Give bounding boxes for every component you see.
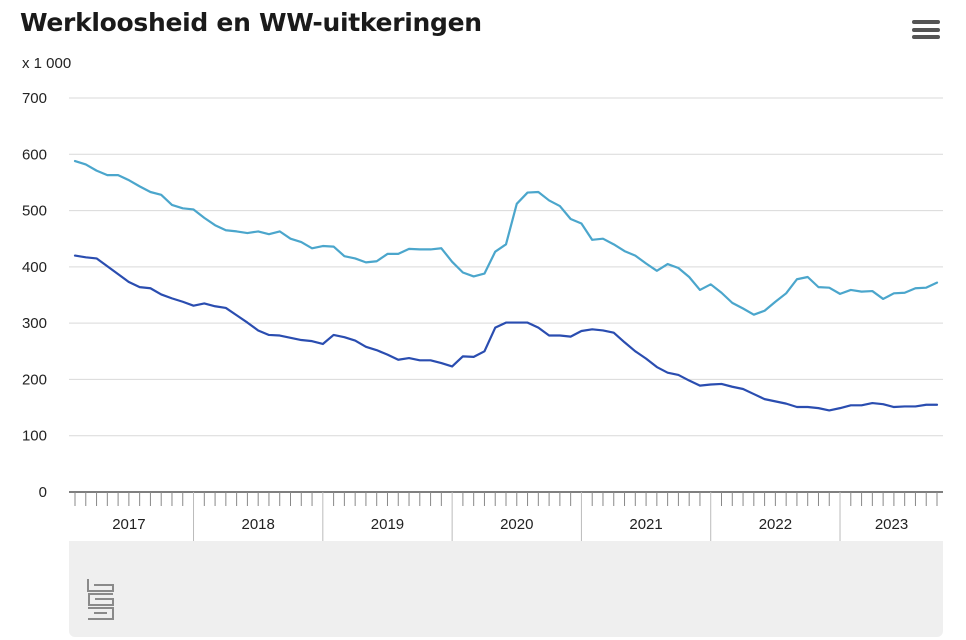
x-tick-label: 2019 (371, 516, 404, 533)
y-tick-label: 200 (22, 371, 47, 388)
cbs-logo-icon (87, 579, 114, 620)
x-tick-label: 2023 (875, 516, 908, 533)
x-tick-label: 2020 (500, 516, 533, 533)
y-tick-label: 400 (22, 259, 47, 276)
y-tick-label: 0 (39, 484, 47, 501)
series-line-2[interactable] (73, 254, 939, 412)
y-tick-label: 600 (22, 146, 47, 163)
menu-bar (912, 27, 940, 32)
series-line-1[interactable] (73, 159, 939, 316)
x-tick-label: 2022 (759, 516, 792, 533)
x-tick-label: 2017 (112, 516, 145, 533)
x-tick-label: 2018 (241, 516, 274, 533)
y-axis-unit-label: x 1 000 (22, 55, 72, 72)
chart-title: Werkloosheid en WW-uitkeringen (20, 8, 482, 37)
menu-bar (912, 20, 940, 24)
x-tick-label: 2021 (629, 516, 662, 533)
menu-bar (912, 35, 940, 39)
series-lines (73, 159, 939, 412)
hamburger-menu-icon[interactable] (912, 20, 940, 42)
y-tick-label: 100 (22, 428, 47, 445)
y-tick-label: 500 (22, 203, 47, 220)
y-axis-ticks: 0 100 200 300 400 500 600 700 (22, 90, 47, 501)
gridlines (69, 97, 943, 437)
chart-footer-panel (69, 541, 943, 637)
x-axis: 2017 2018 2019 2020 2021 2022 2023 (69, 491, 943, 541)
y-tick-label: 300 (22, 315, 47, 332)
y-tick-label: 700 (22, 90, 47, 107)
